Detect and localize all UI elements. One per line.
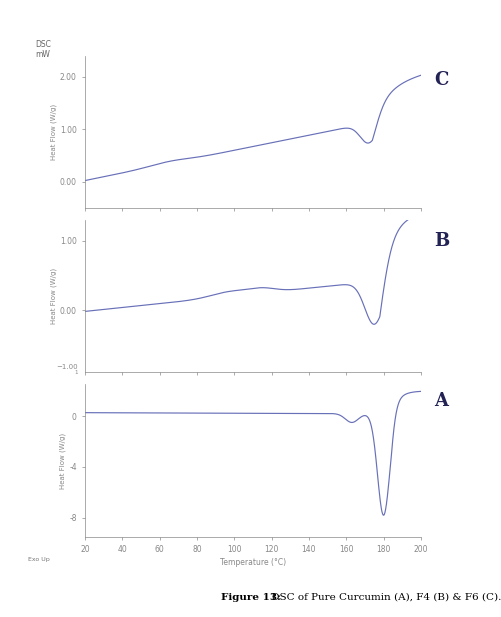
Text: DSC of Pure Curcumin (A), F4 (B) & F6 (C).: DSC of Pure Curcumin (A), F4 (B) & F6 (C… <box>268 592 501 602</box>
Y-axis label: Heat Flow (W/g): Heat Flow (W/g) <box>60 433 67 489</box>
Text: −1.00: −1.00 <box>56 364 78 370</box>
Text: C: C <box>434 71 448 89</box>
X-axis label: Temperature (°C): Temperature (°C) <box>220 558 286 567</box>
Text: 1: 1 <box>74 370 78 375</box>
Text: B: B <box>434 232 449 251</box>
Text: Figure 13:: Figure 13: <box>220 592 281 602</box>
Text: A: A <box>434 392 448 410</box>
Text: DSC
mW: DSC mW <box>35 40 51 59</box>
Y-axis label: Heat Flow (W/g): Heat Flow (W/g) <box>51 104 57 160</box>
Y-axis label: Heat Flow (W/g): Heat Flow (W/g) <box>51 268 57 324</box>
Text: Exo Up: Exo Up <box>28 557 50 561</box>
